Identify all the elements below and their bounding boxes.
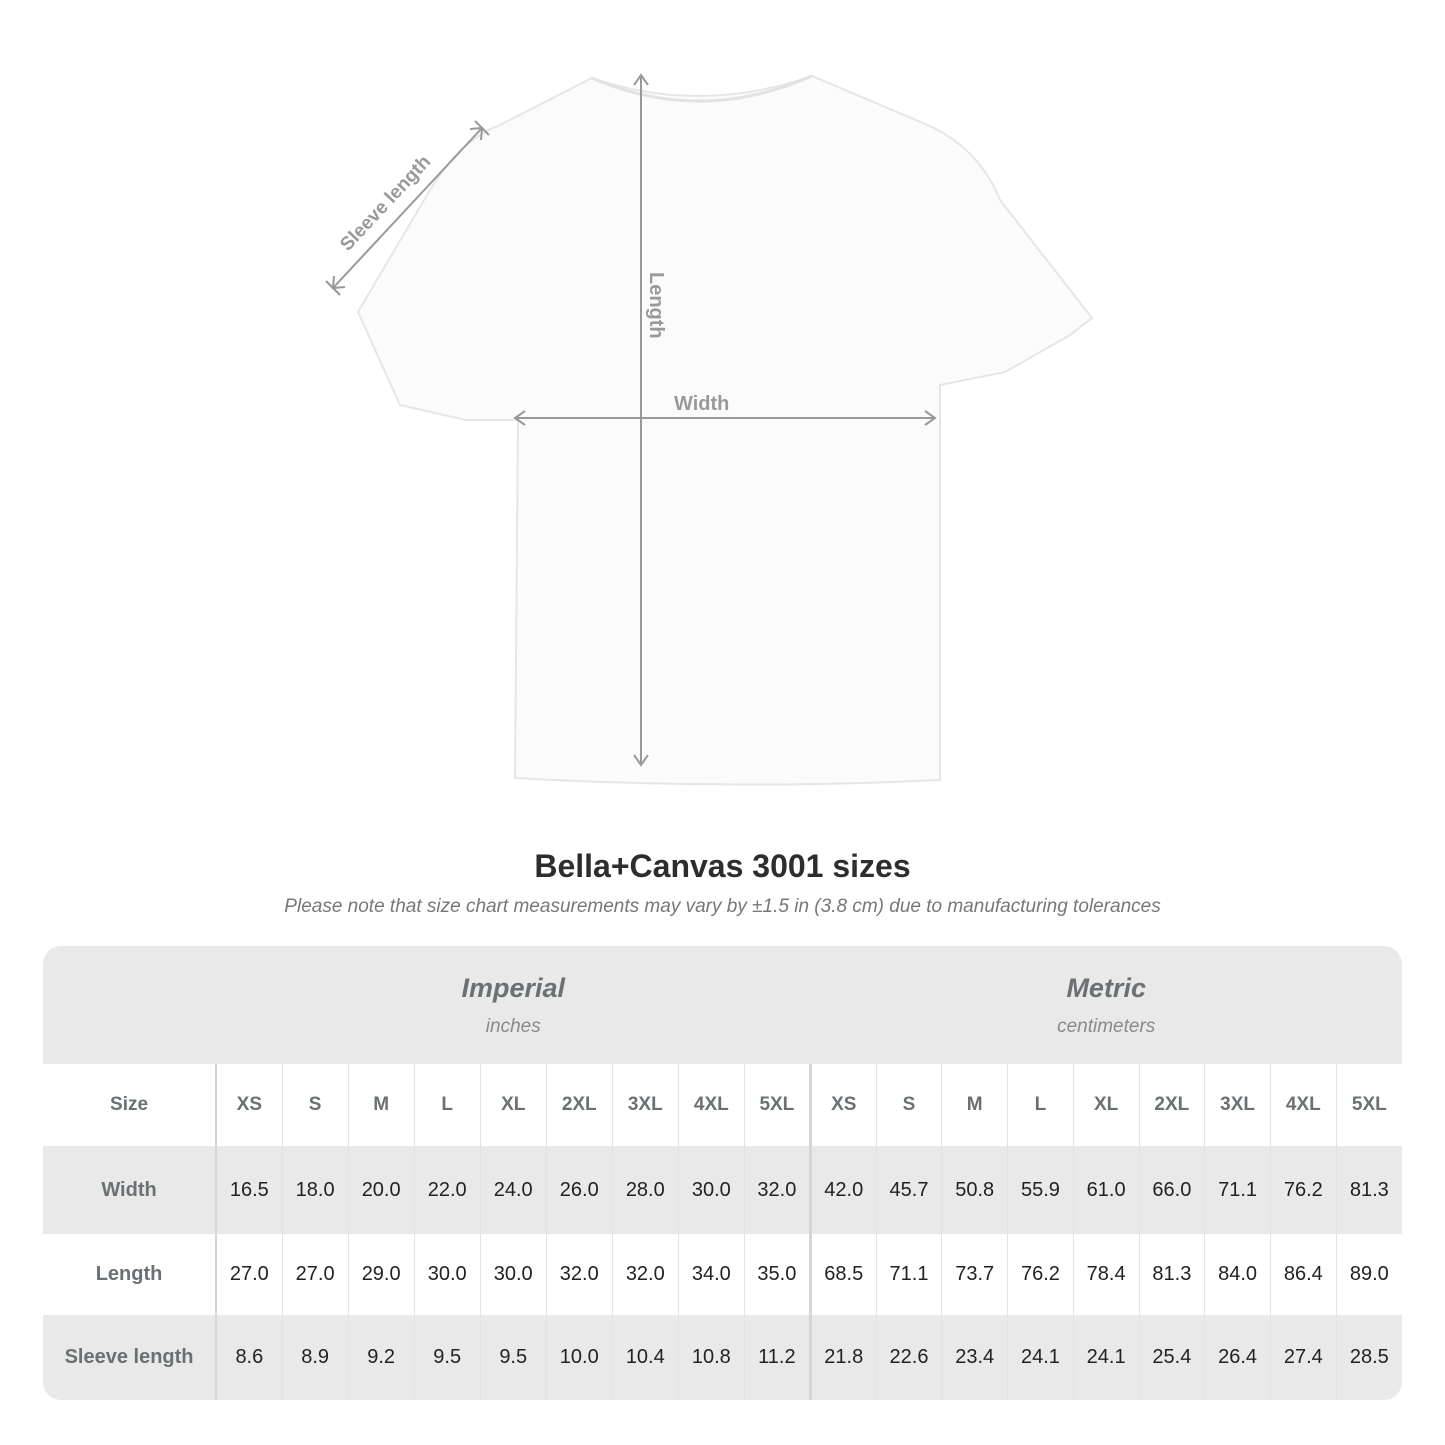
table-cell: 35.0 bbox=[743, 1234, 811, 1315]
size-table-card: Imperial inches Metric centimeters Size XS… bbox=[43, 946, 1402, 1400]
table-cell: 30.0 bbox=[413, 1234, 481, 1315]
row-label: Width bbox=[43, 1146, 218, 1234]
table-cell: 25.4 bbox=[1138, 1315, 1205, 1400]
size-header-metric-2xl: 2XL bbox=[1138, 1064, 1205, 1146]
size-header-imperial-m: M bbox=[347, 1064, 415, 1146]
table-cell: 27.4 bbox=[1269, 1315, 1337, 1400]
table-cell: 30.0 bbox=[479, 1234, 547, 1315]
table-cell: 55.9 bbox=[1007, 1146, 1074, 1234]
table-row-length: Length 27.0 27.0 29.0 30.0 30.0 32.0 32.0 34.0 35… bbox=[43, 1234, 1402, 1315]
size-header-imperial-s: S bbox=[281, 1064, 349, 1146]
table-cell: 9.5 bbox=[413, 1315, 481, 1400]
size-header-metric-xs: XS bbox=[808, 1064, 877, 1146]
table-cell: 10.0 bbox=[545, 1315, 613, 1400]
size-label: Size bbox=[43, 1064, 218, 1146]
table-row-sleeve-length: Sleeve length 8.6 8.9 9.2 9.5 9.5 10.0 10.4 10.8… bbox=[43, 1315, 1402, 1400]
table-cell: 71.1 bbox=[875, 1234, 942, 1315]
table-cell: 23.4 bbox=[941, 1315, 1008, 1400]
length-label: Length bbox=[645, 272, 667, 339]
size-header-metric-3xl: 3XL bbox=[1204, 1064, 1271, 1146]
size-header-imperial-l: L bbox=[413, 1064, 481, 1146]
size-header-imperial-2xl: 2XL bbox=[545, 1064, 613, 1146]
size-header-metric-4xl: 4XL bbox=[1269, 1064, 1337, 1146]
table-cell: 24.1 bbox=[1072, 1315, 1139, 1400]
tolerance-note: Please note that size chart measurements… bbox=[284, 896, 1161, 917]
table-cell: 8.6 bbox=[215, 1315, 283, 1400]
table-cell: 10.8 bbox=[677, 1315, 745, 1400]
table-cell: 24.1 bbox=[1007, 1315, 1074, 1400]
tshirt-shape bbox=[356, 74, 1094, 786]
table-cell: 42.0 bbox=[808, 1146, 877, 1234]
size-header-imperial-xs: XS bbox=[215, 1064, 283, 1146]
metric-header: Metric centimeters bbox=[810, 946, 1402, 1064]
table-cell: 73.7 bbox=[941, 1234, 1008, 1315]
table-cell: 22.6 bbox=[875, 1315, 942, 1400]
table-cell: 81.3 bbox=[1335, 1146, 1402, 1234]
imperial-header: Imperial inches bbox=[216, 946, 811, 1064]
sizes-row: Size XS S M L XL 2XL 3XL 4XL 5XL XS S M L XL 2XL 3XL 4XL… bbox=[43, 1064, 1402, 1146]
table-cell: 16.5 bbox=[215, 1146, 283, 1234]
metric-unit: centimeters bbox=[1057, 1015, 1156, 1037]
table-cell: 61.0 bbox=[1072, 1146, 1139, 1234]
table-cell: 22.0 bbox=[413, 1146, 481, 1234]
table-cell: 66.0 bbox=[1138, 1146, 1205, 1234]
table-cell: 76.2 bbox=[1007, 1234, 1074, 1315]
table-cell: 26.0 bbox=[545, 1146, 613, 1234]
table-cell: 71.1 bbox=[1204, 1146, 1271, 1234]
row-label: Length bbox=[43, 1234, 218, 1315]
table-cell: 84.0 bbox=[1204, 1234, 1271, 1315]
table-cell: 18.0 bbox=[281, 1146, 349, 1234]
table-cell: 32.0 bbox=[743, 1146, 811, 1234]
table-cell: 34.0 bbox=[677, 1234, 745, 1315]
table-cell: 81.3 bbox=[1138, 1234, 1205, 1315]
table-cell: 32.0 bbox=[611, 1234, 679, 1315]
size-header-imperial-4xl: 4XL bbox=[677, 1064, 745, 1146]
table-row-width: Width 16.5 18.0 20.0 22.0 24.0 26.0 28.0 30.0 32.… bbox=[43, 1146, 1402, 1234]
table-cell: 68.5 bbox=[808, 1234, 877, 1315]
size-header-metric-xl: XL bbox=[1072, 1064, 1139, 1146]
table-cell: 30.0 bbox=[677, 1146, 745, 1234]
table-cell: 29.0 bbox=[347, 1234, 415, 1315]
table-cell: 28.5 bbox=[1335, 1315, 1402, 1400]
size-header-imperial-5xl: 5XL bbox=[743, 1064, 811, 1146]
table-cell: 24.0 bbox=[479, 1146, 547, 1234]
size-header-imperial-3xl: 3XL bbox=[611, 1064, 679, 1146]
imperial-label: Imperial bbox=[461, 972, 566, 1003]
size-header-imperial-xl: XL bbox=[479, 1064, 547, 1146]
size-header-metric-l: L bbox=[1007, 1064, 1074, 1146]
tshirt-diagram: Sleeve length Length Width bbox=[325, 73, 1094, 786]
width-label: Width bbox=[674, 393, 729, 415]
table-cell: 76.2 bbox=[1269, 1146, 1337, 1234]
size-header-metric-s: S bbox=[875, 1064, 942, 1146]
size-header-metric-5xl: 5XL bbox=[1335, 1064, 1402, 1146]
table-cell: 20.0 bbox=[347, 1146, 415, 1234]
table-cell: 45.7 bbox=[875, 1146, 942, 1234]
metric-label: Metric bbox=[1066, 972, 1146, 1003]
table-cell: 21.8 bbox=[808, 1315, 877, 1400]
table-cell: 89.0 bbox=[1335, 1234, 1402, 1315]
table-cell: 28.0 bbox=[611, 1146, 679, 1234]
table-cell: 9.2 bbox=[347, 1315, 415, 1400]
table-cell: 78.4 bbox=[1072, 1234, 1139, 1315]
table-cell: 9.5 bbox=[479, 1315, 547, 1400]
table-cell: 32.0 bbox=[545, 1234, 613, 1315]
imperial-unit: inches bbox=[485, 1015, 541, 1037]
table-cell: 27.0 bbox=[215, 1234, 283, 1315]
page-title: Bella+Canvas 3001 sizes bbox=[534, 848, 911, 884]
size-table: Imperial inches Metric centimeters Size XS… bbox=[43, 946, 1402, 1400]
table-cell: 8.9 bbox=[281, 1315, 349, 1400]
table-cell: 86.4 bbox=[1269, 1234, 1337, 1315]
size-header-metric-m: M bbox=[941, 1064, 1008, 1146]
table-cell: 11.2 bbox=[743, 1315, 811, 1400]
table-cell: 27.0 bbox=[281, 1234, 349, 1315]
row-label: Sleeve length bbox=[43, 1315, 218, 1400]
table-cell: 50.8 bbox=[941, 1146, 1008, 1234]
table-cell: 10.4 bbox=[611, 1315, 679, 1400]
table-cell: 26.4 bbox=[1204, 1315, 1271, 1400]
